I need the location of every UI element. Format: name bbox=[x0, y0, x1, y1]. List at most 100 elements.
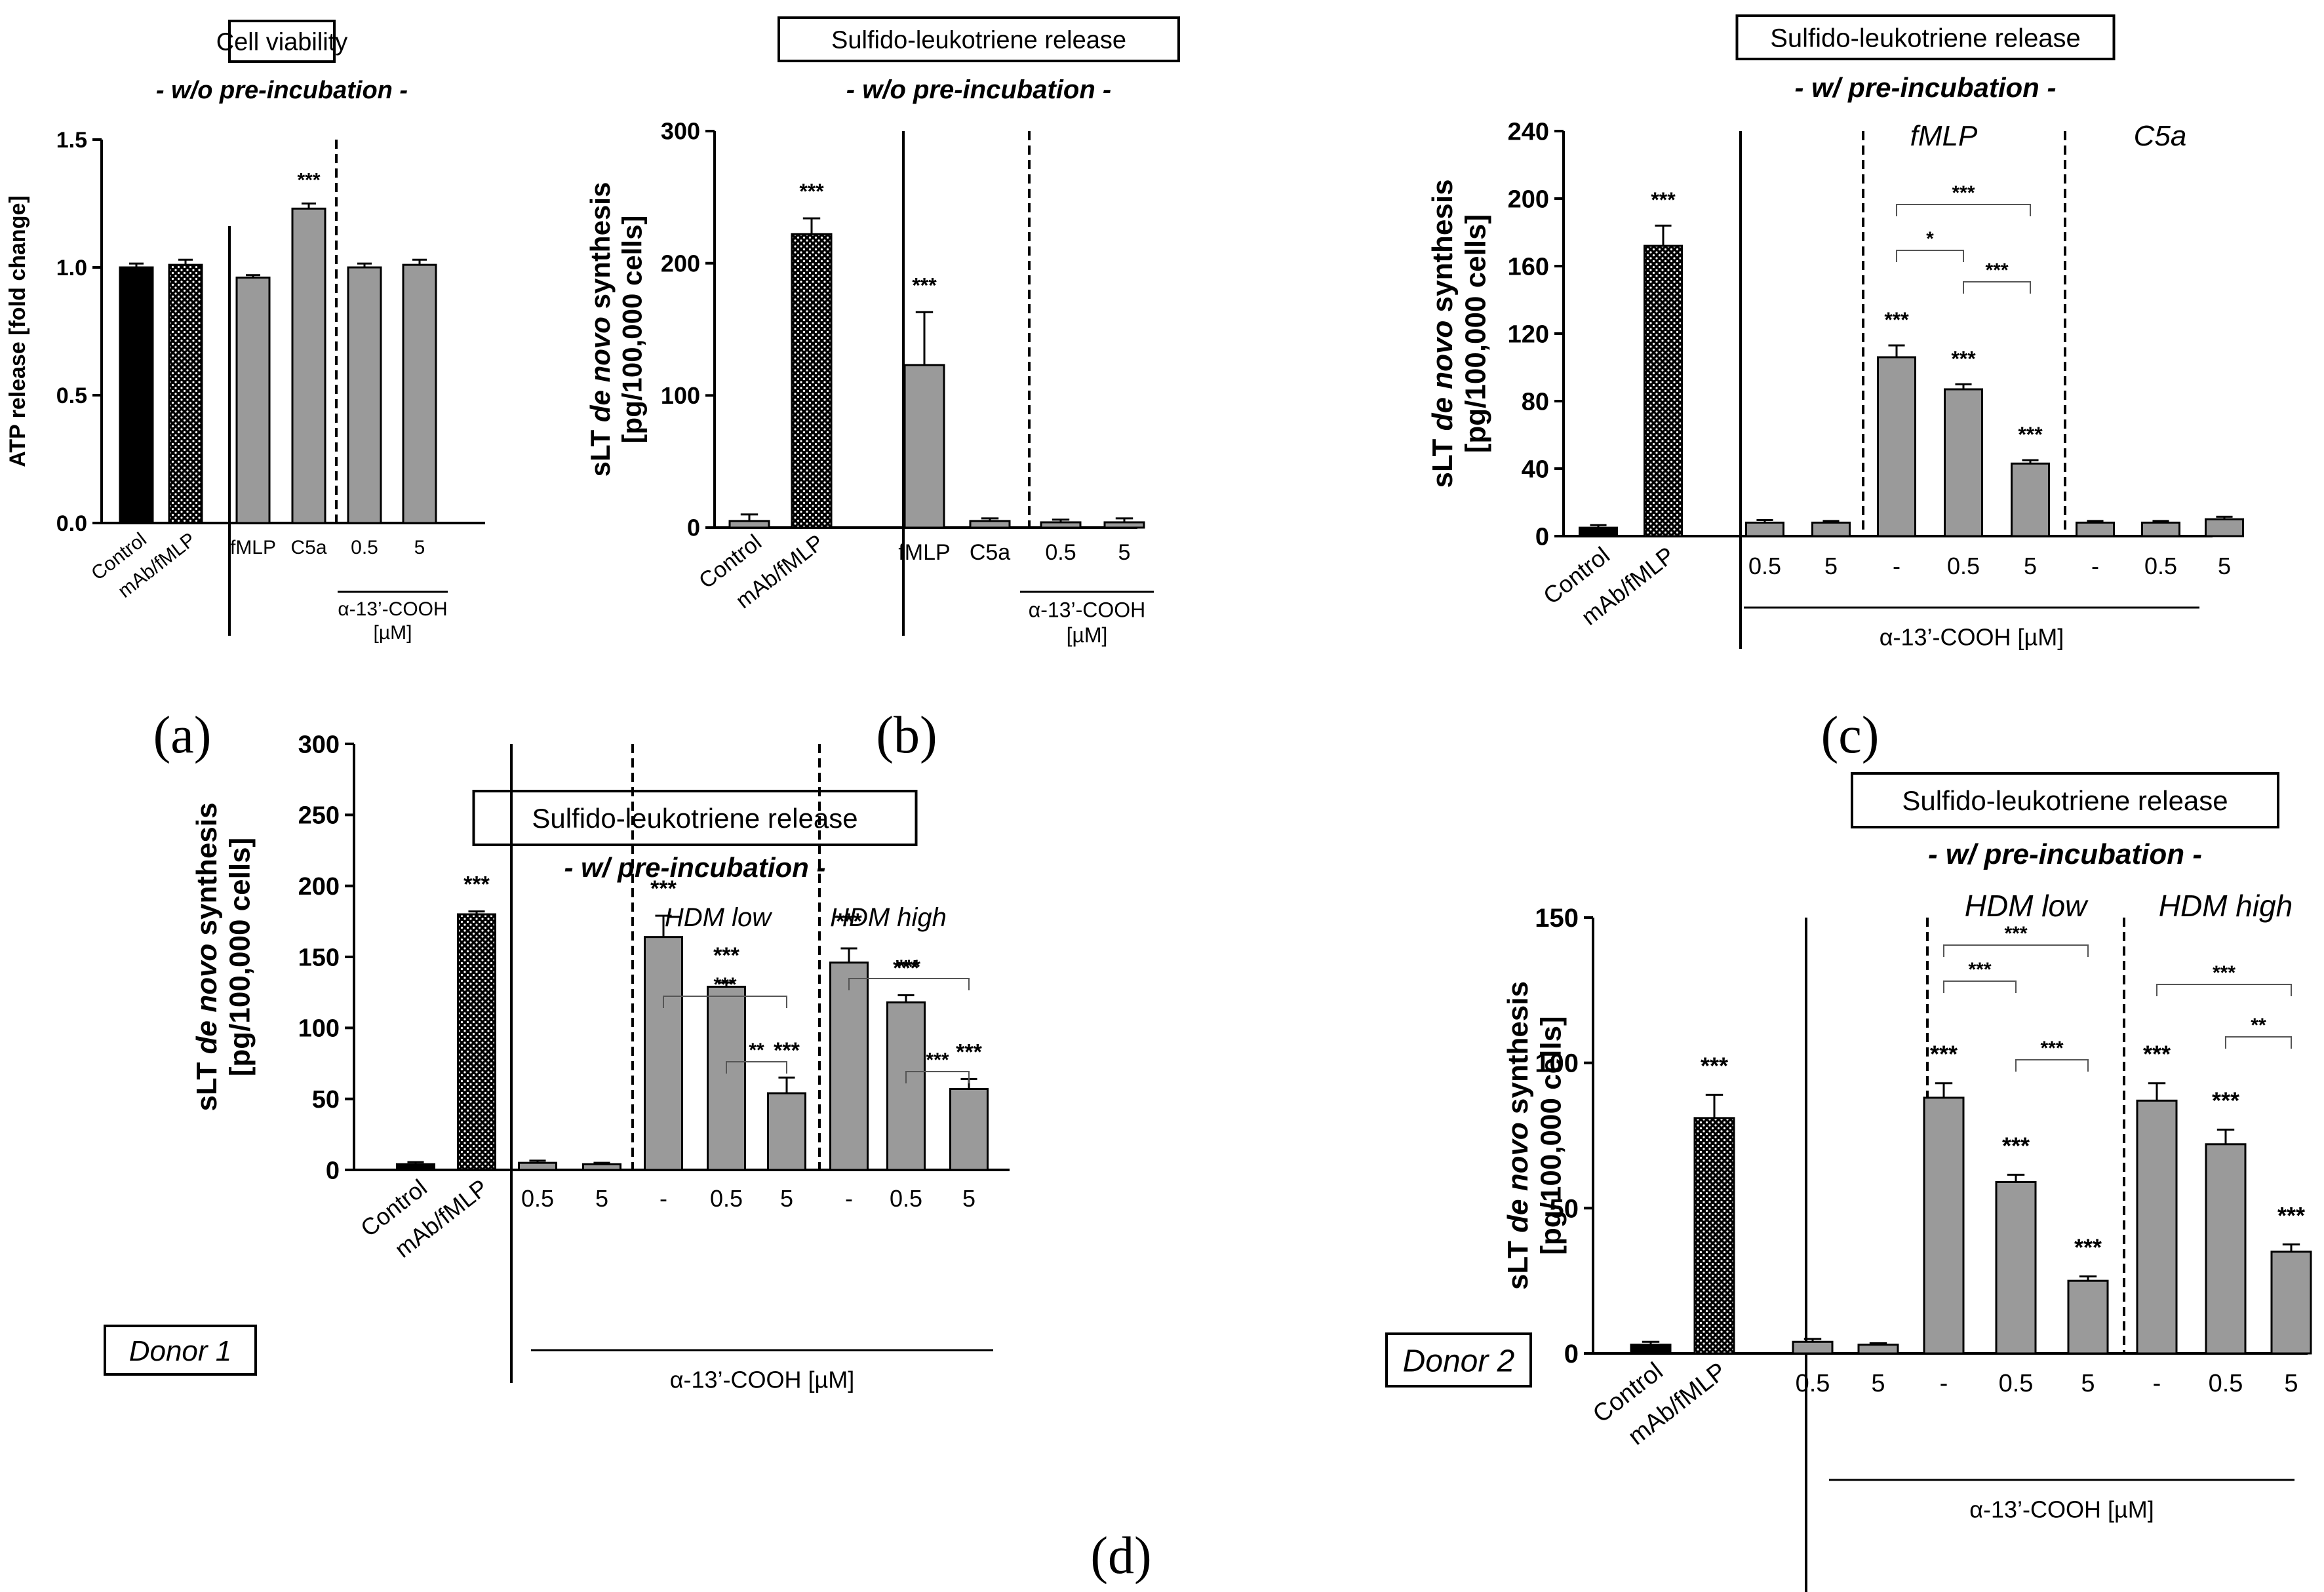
significance-label: *** bbox=[297, 170, 320, 191]
bracket-label: *** bbox=[1952, 182, 1975, 204]
bar-8 bbox=[2141, 521, 2180, 537]
x-tick-label: 5 bbox=[414, 537, 425, 558]
significance-bracket bbox=[663, 996, 787, 1008]
donor-box bbox=[1385, 1332, 1532, 1388]
x-tick-label: 5 bbox=[2081, 1370, 2095, 1397]
significance-label: *** bbox=[893, 956, 919, 981]
chart-title-box bbox=[1735, 14, 2116, 60]
y-tick-label: 100 bbox=[661, 382, 700, 409]
y-axis-label: ATP release [fold change] bbox=[5, 195, 30, 467]
bar-3 bbox=[969, 520, 1011, 529]
y-axis-label-line-2: [pg/100,000 cells] bbox=[224, 838, 256, 1076]
significance-bracket bbox=[1943, 980, 2017, 993]
significance-bracket bbox=[1963, 281, 2031, 294]
bracket-label: *** bbox=[1968, 959, 1991, 980]
bar-1 bbox=[457, 913, 496, 1171]
significance-label: *** bbox=[713, 943, 739, 968]
significance-label: *** bbox=[2277, 1202, 2305, 1229]
ylabel-part-italic: de novo bbox=[191, 944, 223, 1055]
y-tick-label: 0 bbox=[1564, 1340, 1579, 1369]
chart-title-box bbox=[1851, 772, 2279, 828]
y-tick-label: 150 bbox=[298, 944, 340, 971]
bracket-label: ** bbox=[749, 1039, 764, 1061]
ylabel-part-italic: de novo bbox=[1502, 1122, 1534, 1233]
significance-label: *** bbox=[1930, 1041, 1958, 1068]
bar-6 bbox=[767, 1092, 806, 1171]
ylabel-part: synthesis bbox=[191, 802, 223, 943]
chart-c: Sulfido-leukotriene release - w/ pre-incu… bbox=[1427, 14, 2244, 651]
chart-d2: Sulfido-leukotriene release - w/ pre-incu… bbox=[1385, 772, 2312, 1592]
significance-label: *** bbox=[1884, 308, 1909, 332]
group-label-line-2: [µM] bbox=[1067, 623, 1108, 647]
bracket-label: *** bbox=[713, 974, 736, 996]
chart-b: Sulfido-leukotriene release - w/o pre-inc… bbox=[585, 16, 1180, 647]
ylabel-part: synthesis bbox=[585, 182, 616, 317]
significance-label: *** bbox=[2018, 423, 2043, 446]
bar-5 bbox=[707, 986, 746, 1171]
bar-2 bbox=[1745, 521, 1784, 537]
significance-bracket bbox=[1943, 944, 2089, 957]
significance-bracket bbox=[2156, 984, 2292, 996]
x-tick-label: 0.5 bbox=[351, 537, 378, 558]
bar-1 bbox=[791, 233, 833, 529]
bar-1 bbox=[168, 263, 203, 524]
x-tick-label: 5 bbox=[595, 1185, 608, 1212]
bar-6 bbox=[2011, 462, 2050, 537]
bar-5 bbox=[1944, 388, 1983, 537]
x-tick-label: 5 bbox=[1118, 540, 1131, 565]
bar-4 bbox=[1877, 356, 1916, 537]
x-tick-label: fMLP bbox=[898, 540, 950, 565]
charts-layer: Cell viability - w/o pre-incubation - 0.0 0… bbox=[5, 14, 2312, 1592]
section-label: HDM low bbox=[665, 903, 773, 932]
x-tick-label: 5 bbox=[2284, 1370, 2298, 1397]
group-label-line-2: [µM] bbox=[374, 622, 412, 644]
bar-7 bbox=[2136, 1099, 2178, 1355]
chart-title: Sulfido-leukotriene release bbox=[831, 27, 1126, 54]
significance-label: *** bbox=[650, 876, 677, 901]
x-tick-label: 0.5 bbox=[890, 1185, 922, 1212]
chart-subtitle: - w/o pre-incubation - bbox=[156, 77, 408, 104]
bar-4 bbox=[1923, 1097, 1965, 1355]
significance-bracket bbox=[726, 1061, 787, 1074]
significance-label: *** bbox=[2002, 1132, 2030, 1159]
x-tick-label: - bbox=[1893, 553, 1901, 579]
significance-bracket bbox=[848, 978, 970, 990]
x-tick-label: 0.5 bbox=[1947, 553, 1980, 579]
bar-4 bbox=[347, 266, 382, 524]
group-label-line-1: α-13’-COOH bbox=[338, 598, 447, 620]
donor-label: Donor 2 bbox=[1403, 1344, 1515, 1378]
x-tick-label: 5 bbox=[1824, 553, 1838, 579]
y-axis-label-line-2: [pg/100,000 cells] bbox=[616, 216, 647, 444]
bar-3 bbox=[582, 1163, 621, 1171]
bracket-label: *** bbox=[926, 1049, 949, 1071]
section-label: HDM low bbox=[1965, 889, 2089, 923]
x-tick-label: fMLP bbox=[230, 537, 276, 558]
bar-0 bbox=[396, 1163, 435, 1171]
y-tick-label: 40 bbox=[1522, 456, 1549, 483]
ylabel-part-italic: de novo bbox=[1427, 320, 1459, 431]
panel-label-a: (a) bbox=[153, 707, 212, 764]
x-tick-label: 5 bbox=[2218, 553, 2231, 579]
donor-label: Donor 1 bbox=[129, 1335, 232, 1367]
bar-8 bbox=[2205, 1143, 2247, 1355]
y-axis-label-line-2: [pg/100,000 cells] bbox=[1460, 214, 1492, 453]
bar-0 bbox=[1579, 526, 1618, 537]
significance-bracket bbox=[1896, 204, 2031, 216]
section-label: fMLP bbox=[1910, 120, 1978, 152]
bar-4 bbox=[644, 936, 683, 1171]
y-tick-label: 240 bbox=[1508, 118, 1549, 146]
y-axis-label-line-1: sLT de novo synthesis bbox=[1427, 179, 1459, 488]
bar-1 bbox=[1644, 244, 1683, 537]
chart-title: Sulfido-leukotriene release bbox=[1770, 24, 2081, 52]
bar-6 bbox=[2067, 1279, 2109, 1355]
y-axis-label-line-1: sLT de novo synthesis bbox=[1502, 981, 1534, 1290]
y-tick-label: 0 bbox=[687, 514, 700, 541]
chart-title: Cell viability bbox=[216, 29, 348, 56]
panel-label-b: (b) bbox=[876, 707, 937, 764]
significance-label: *** bbox=[2143, 1041, 2171, 1068]
bar-3 bbox=[1811, 521, 1851, 537]
donor-box bbox=[104, 1325, 257, 1376]
y-tick-label: 200 bbox=[661, 250, 700, 277]
significance-label: *** bbox=[1651, 188, 1676, 212]
x-tick-label: - bbox=[2153, 1370, 2161, 1397]
